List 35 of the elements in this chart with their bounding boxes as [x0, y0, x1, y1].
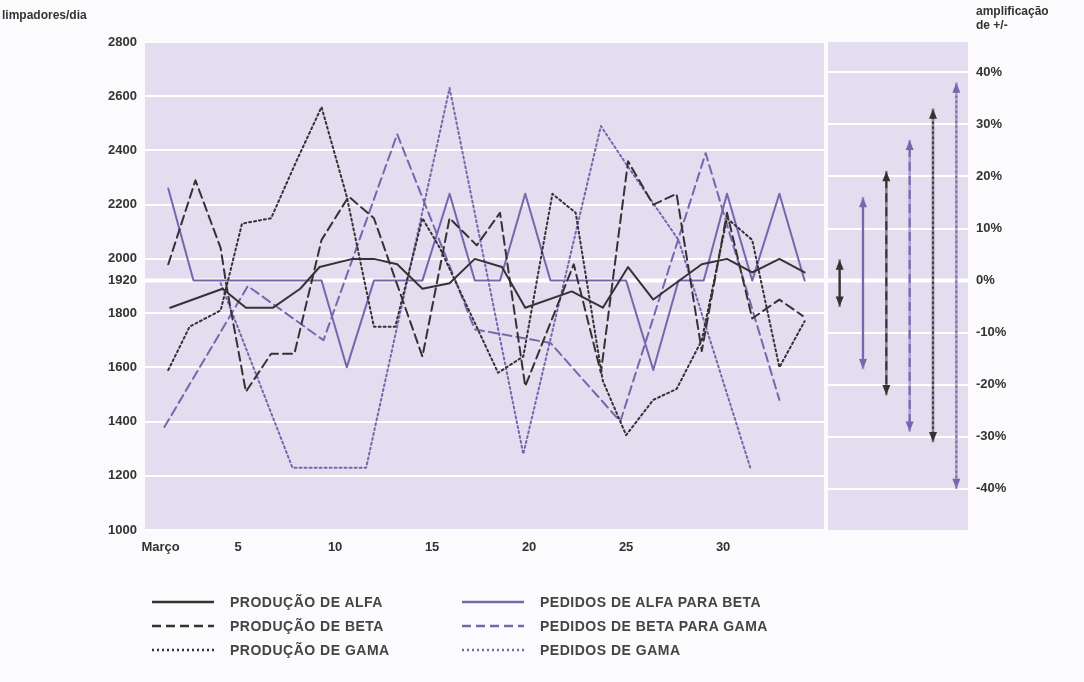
y-tick-label: 1600: [108, 358, 137, 374]
legend-label: PRODUÇÃO DE BETA: [230, 618, 384, 634]
x-tick-label: 30: [715, 539, 731, 555]
y-tick-label: 2600: [108, 87, 137, 103]
y-axis-title: limpadores/dia: [2, 8, 87, 22]
x-tick-label: 5: [234, 539, 242, 555]
y-tick-label: -20%: [976, 376, 1007, 392]
y-tick-label: 20%: [976, 168, 1003, 184]
legend-label: PEDIDOS DE ALFA PARA BETA: [540, 594, 762, 610]
legend-label: PRODUÇÃO DE GAMA: [230, 642, 390, 658]
y-tick-label: 2800: [108, 33, 137, 49]
y-tick-label: -40%: [976, 480, 1007, 496]
y-tick-label: 30%: [976, 115, 1003, 131]
legend-label: PEDIDOS DE BETA PARA GAMA: [540, 618, 768, 634]
x-tick-label: 20: [521, 539, 537, 555]
y-tick-label: 40%: [976, 63, 1003, 79]
x-tick-label: 25: [618, 539, 634, 555]
legend-label: PRODUÇÃO DE ALFA: [230, 594, 383, 610]
y-axis-title: amplificação de +/-: [976, 4, 1050, 32]
x-tick-label: Março: [141, 539, 180, 555]
y-tick-label: -10%: [976, 324, 1007, 340]
y-tick-label: 1800: [108, 304, 137, 320]
x-tick-label: 15: [424, 539, 440, 555]
y-tick-label: 0%: [976, 272, 996, 288]
y-tick-label: -30%: [976, 428, 1007, 444]
y-tick-label: 1400: [108, 413, 137, 429]
y-tick-label: 2400: [108, 142, 137, 158]
y-tick-label: 1200: [108, 467, 137, 483]
y-tick-label: 2200: [108, 196, 137, 212]
y-tick-label: 10%: [976, 220, 1003, 236]
y-tick-label: 2000: [108, 250, 137, 266]
y-tick-label: 1000: [108, 521, 137, 537]
legend-label: PEDIDOS DE GAMA: [540, 642, 681, 658]
y-tick-label: 1920: [108, 272, 137, 288]
x-tick-label: 10: [327, 539, 343, 555]
